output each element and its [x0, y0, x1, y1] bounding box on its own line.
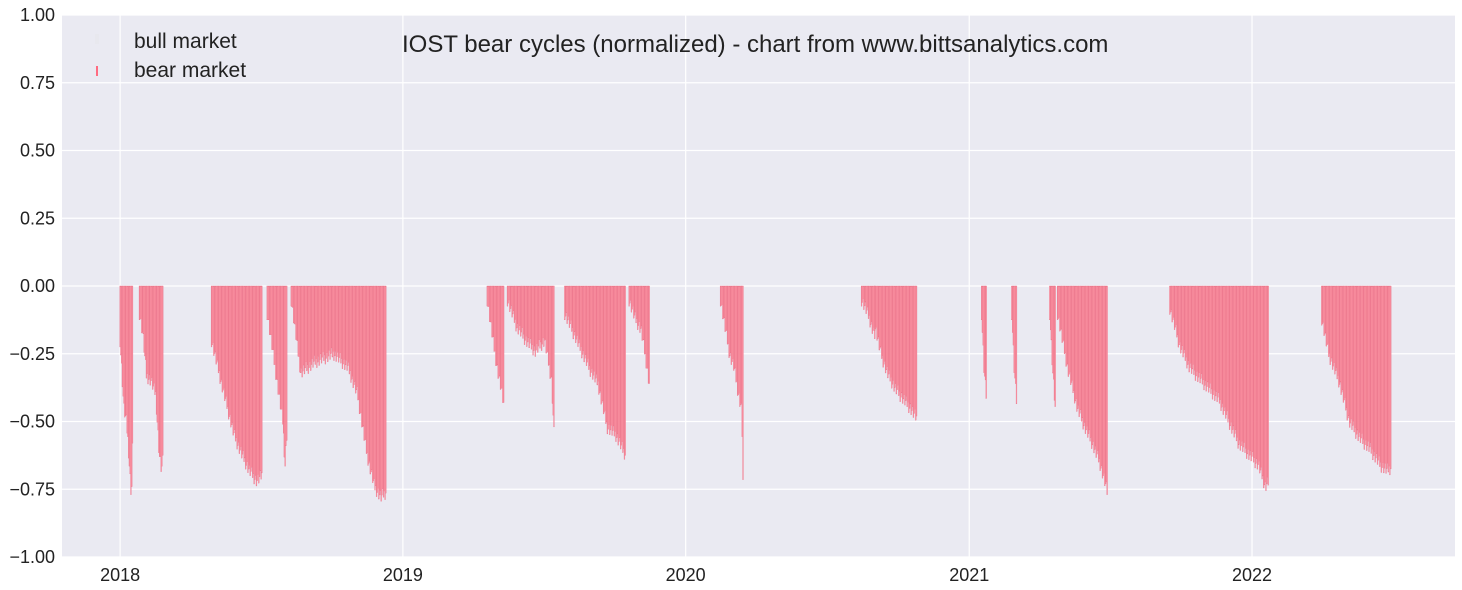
bear-market-bar — [742, 285, 744, 480]
bear-market-bars — [119, 285, 1392, 502]
legend-swatch-bull-market — [95, 34, 99, 44]
bear-market-bar — [385, 285, 387, 494]
x-tick-label: 2019 — [383, 565, 423, 585]
legend-label-bear-market: bear market — [134, 59, 246, 82]
bear-market-bar — [503, 285, 505, 403]
y-axis-ticks: 1.00 0.75 0.50 0.25 0.00 −0.25 −0.50 −0.75 −1.00 — [9, 5, 55, 567]
bear-market-bar — [624, 285, 626, 456]
x-tick-label: 2022 — [1232, 565, 1272, 585]
bear-market-bar — [915, 285, 918, 417]
x-axis-ticks: 2018 2019 2020 2021 2022 — [100, 565, 1272, 585]
y-tick-label: −1.00 — [9, 547, 55, 567]
legend-swatch-bear-market — [96, 66, 98, 76]
bear-market-bar — [1015, 285, 1018, 405]
bear-market-bar — [286, 285, 288, 441]
bear-market-bar — [261, 285, 263, 474]
y-tick-label: 0.75 — [20, 73, 55, 93]
bear-market-bar — [131, 285, 134, 444]
legend-label-bull-market: bull market — [134, 30, 237, 53]
y-tick-label: −0.75 — [9, 479, 55, 499]
bear-market-bar — [1390, 285, 1392, 470]
legend: bull market bear market — [95, 30, 246, 82]
bear-market-bar — [1054, 285, 1056, 407]
bear-market-bar — [162, 285, 164, 456]
x-tick-label: 2020 — [666, 565, 706, 585]
bear-market-bar — [648, 285, 650, 384]
y-tick-label: −0.25 — [9, 344, 55, 364]
bear-market-bar — [1267, 285, 1269, 486]
y-tick-label: 0.00 — [20, 276, 55, 296]
y-tick-label: 1.00 — [20, 5, 55, 25]
bear-market-bar — [985, 285, 987, 399]
x-tick-label: 2021 — [949, 565, 989, 585]
y-tick-label: −0.50 — [9, 412, 55, 432]
bear-market-bar — [553, 285, 555, 428]
x-tick-label: 2018 — [100, 565, 140, 585]
y-tick-label: 0.50 — [20, 141, 55, 161]
chart-title: IOST bear cycles (normalized) - chart fr… — [402, 31, 1108, 58]
y-tick-label: 0.25 — [20, 208, 55, 228]
bear-market-bar — [1106, 285, 1108, 495]
